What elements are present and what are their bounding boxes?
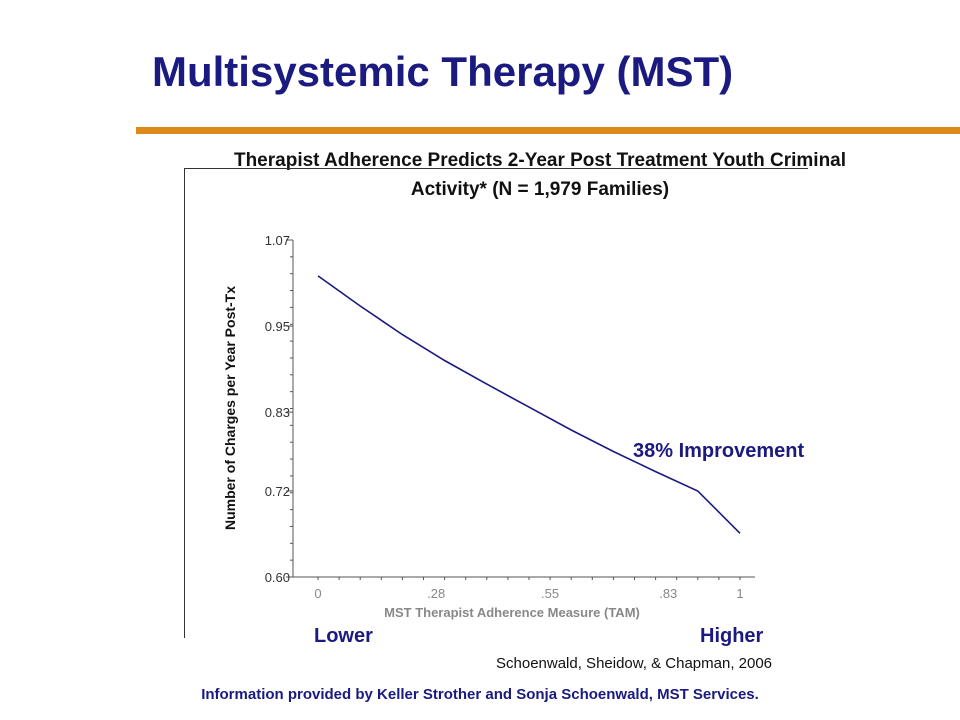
frame-left-border <box>184 168 185 638</box>
lower-label: Lower <box>314 625 373 647</box>
subtitle-line-1: Therapist Adherence Predicts 2-Year Post… <box>233 150 847 171</box>
x-axis: 0 .28 .55 .83 1 <box>293 576 755 601</box>
footer-credit: Information provided by Keller Strother … <box>201 686 759 703</box>
x-tick-label: .55 <box>541 586 559 601</box>
y-axis: 0.60 0.72 0.83 0.95 1.07 <box>265 233 294 585</box>
frame-top-border <box>184 168 808 169</box>
x-tick-label: 0 <box>314 586 321 601</box>
title-divider <box>136 127 960 134</box>
x-axis-label: MST Therapist Adherence Measure (TAM) <box>384 605 640 620</box>
subtitle-line-2: Activity* (N = 1,979 Families) <box>410 179 670 200</box>
improvement-annotation: 38% Improvement <box>633 440 805 462</box>
chart-subtitle: Therapist Adherence Predicts 2-Year Post… <box>140 146 940 204</box>
y-tick-label: 0.95 <box>265 319 290 334</box>
y-tick-label: 0.60 <box>265 570 290 585</box>
y-axis-label: Number of Charges per Year Post-Tx <box>222 286 238 530</box>
slide-title: Multisystemic Therapy (MST) <box>152 48 734 95</box>
x-tick-label: .28 <box>427 586 445 601</box>
y-tick-label: 0.72 <box>265 484 290 499</box>
series-line <box>317 275 741 534</box>
y-tick-label: 1.07 <box>265 233 290 248</box>
x-tick-label: .83 <box>659 586 677 601</box>
y-tick-label: 0.83 <box>265 405 290 420</box>
citation: Schoenwald, Sheidow, & Chapman, 2006 <box>496 655 773 672</box>
x-tick-label: 1 <box>736 586 743 601</box>
series-group <box>317 275 741 534</box>
higher-label: Higher <box>700 625 764 647</box>
